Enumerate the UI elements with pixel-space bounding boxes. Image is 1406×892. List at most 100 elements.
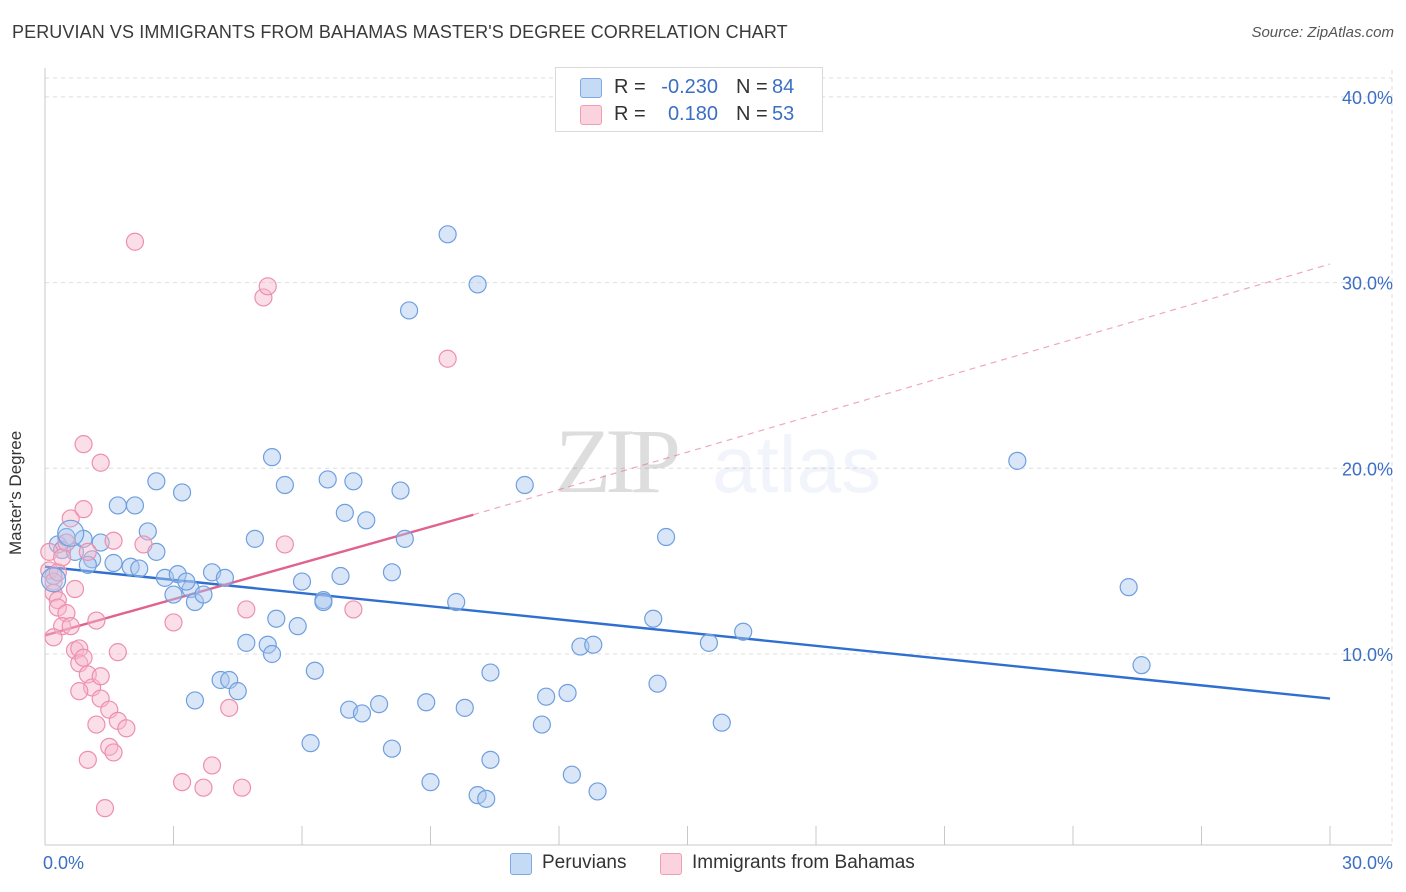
trend-line-extension bbox=[473, 263, 1331, 516]
point-bahamas bbox=[220, 698, 239, 717]
y-tick-label: 30.0% bbox=[1342, 274, 1393, 294]
point-peruvians bbox=[395, 529, 414, 548]
point-peruvians bbox=[318, 470, 337, 489]
point-bahamas bbox=[194, 778, 213, 797]
point-peruvians bbox=[164, 585, 183, 604]
point-peruvians bbox=[558, 683, 577, 703]
legend-row-peruvians: R = -0.230 N = 84 bbox=[556, 74, 822, 100]
point-peruvians bbox=[194, 585, 213, 604]
point-peruvians bbox=[477, 789, 496, 808]
point-bahamas bbox=[104, 531, 123, 550]
point-bahamas bbox=[254, 288, 273, 307]
point-peruvians bbox=[656, 527, 676, 547]
point-bahamas bbox=[78, 750, 97, 769]
point-bahamas bbox=[344, 600, 363, 619]
point-peruvians bbox=[357, 511, 376, 530]
point-bahamas bbox=[164, 613, 183, 632]
point-bahamas bbox=[232, 778, 252, 797]
point-peruvians bbox=[438, 225, 457, 244]
legend-r-label: R = bbox=[614, 103, 646, 125]
point-peruvians bbox=[130, 559, 149, 578]
point-peruvians bbox=[237, 633, 256, 652]
point-peruvians bbox=[267, 609, 286, 628]
point-peruvians bbox=[515, 475, 534, 495]
point-bahamas bbox=[61, 509, 80, 528]
x-tick-label: 0.0% bbox=[43, 853, 84, 873]
point-peruvians bbox=[447, 592, 466, 612]
point-peruvians bbox=[399, 301, 419, 320]
point-bahamas bbox=[134, 535, 153, 554]
point-peruvians bbox=[172, 483, 192, 502]
legend-r-value: -0.230 bbox=[661, 76, 718, 98]
watermark-zip: ZIP bbox=[555, 410, 678, 512]
point-peruvians bbox=[417, 693, 436, 712]
point-peruvians bbox=[335, 503, 354, 522]
point-peruvians bbox=[391, 481, 410, 500]
legend-n-value: 84 bbox=[772, 76, 795, 98]
point-peruvians bbox=[314, 592, 333, 612]
legend-r-value: 0.180 bbox=[667, 103, 718, 125]
axes bbox=[44, 68, 1392, 846]
y-tick-label: 20.0% bbox=[1342, 459, 1393, 479]
point-bahamas bbox=[237, 600, 256, 619]
point-bahamas bbox=[70, 682, 89, 701]
point-peruvians bbox=[262, 644, 282, 664]
point-peruvians bbox=[258, 635, 277, 654]
point-peruvians bbox=[699, 633, 719, 652]
point-peruvians bbox=[382, 739, 402, 758]
point-peruvians bbox=[245, 529, 264, 548]
point-peruvians bbox=[301, 734, 320, 753]
point-bahamas bbox=[87, 715, 106, 734]
point-bahamas bbox=[53, 548, 72, 567]
point-peruvians bbox=[177, 572, 196, 591]
watermark-atlas: atlas bbox=[712, 420, 881, 509]
point-peruvians bbox=[537, 687, 556, 706]
watermark: ZIP atlas bbox=[555, 410, 881, 512]
y-axis-label: Master's Degree bbox=[6, 430, 25, 555]
point-bahamas bbox=[95, 799, 115, 818]
point-peruvians bbox=[352, 704, 372, 723]
point-peruvians bbox=[215, 568, 234, 587]
legend-n-label: N = bbox=[736, 76, 768, 98]
point-bahamas bbox=[172, 773, 192, 792]
point-peruvians bbox=[275, 475, 294, 495]
bottom-legend-label-peruvians: Peruvians bbox=[542, 852, 627, 873]
point-bahamas bbox=[117, 719, 136, 738]
legend-swatch-peruvians bbox=[580, 78, 602, 98]
point-bahamas bbox=[74, 435, 93, 454]
point-peruvians bbox=[370, 695, 389, 714]
point-peruvians-large bbox=[57, 519, 85, 547]
bottom-legend-swatch-peruvians bbox=[510, 853, 532, 875]
correlation-legend: R = -0.230 N = 84 R = 0.180 N = 53 bbox=[555, 67, 823, 132]
bottom-legend-label-bahamas: Immigrants from Bahamas bbox=[692, 852, 915, 873]
legend-swatch-bahamas bbox=[580, 105, 602, 125]
data-points bbox=[40, 225, 1151, 818]
legend-n-label: N = bbox=[736, 103, 768, 125]
point-bahamas bbox=[87, 611, 106, 630]
trend-lines bbox=[44, 263, 1331, 700]
point-peruvians bbox=[382, 563, 402, 582]
point-peruvians bbox=[562, 765, 581, 784]
point-bahamas bbox=[74, 500, 93, 519]
point-bahamas bbox=[48, 591, 67, 610]
source-label: Source: ZipAtlas.com bbox=[1251, 24, 1394, 41]
point-peruvians bbox=[104, 553, 123, 573]
point-peruvians bbox=[468, 275, 487, 294]
point-bahamas bbox=[91, 667, 110, 686]
point-bahamas bbox=[275, 535, 294, 554]
point-peruvians bbox=[644, 609, 663, 628]
point-peruvians bbox=[481, 750, 500, 769]
point-bahamas bbox=[202, 756, 222, 775]
point-peruvians bbox=[147, 472, 166, 491]
point-peruvians bbox=[421, 773, 440, 792]
point-bahamas bbox=[91, 453, 110, 472]
point-bahamas bbox=[44, 628, 63, 647]
point-bahamas bbox=[70, 639, 89, 658]
point-bahamas bbox=[104, 743, 123, 762]
point-peruvians bbox=[588, 782, 607, 801]
trend-line bbox=[44, 513, 474, 637]
point-peruvians bbox=[185, 691, 205, 710]
point-peruvians bbox=[455, 698, 474, 717]
legend-n-value: 53 bbox=[772, 103, 795, 125]
